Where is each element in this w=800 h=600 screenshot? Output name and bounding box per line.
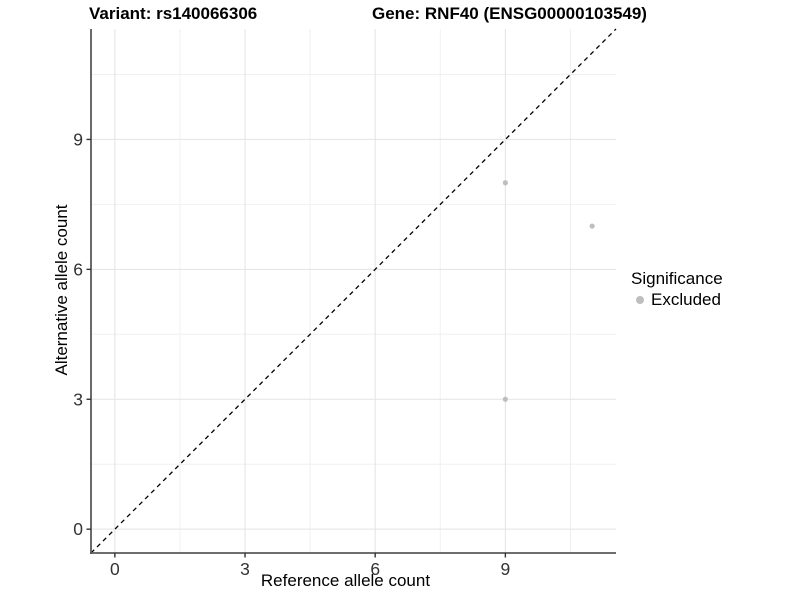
data-point bbox=[589, 223, 595, 229]
identity-dashed-line bbox=[90, 28, 617, 554]
x-tick-label: 0 bbox=[110, 559, 120, 579]
gene-title: Gene: RNF40 (ENSG00000103549) bbox=[372, 4, 647, 23]
legend-key-dot-icon bbox=[636, 296, 644, 304]
data-point bbox=[502, 396, 508, 402]
data-point bbox=[502, 180, 508, 186]
legend-item-label: Excluded bbox=[651, 290, 721, 309]
legend-title: Significance bbox=[631, 269, 723, 288]
y-tick-label: 9 bbox=[73, 129, 83, 149]
x-tick-label: 3 bbox=[240, 559, 250, 579]
x-tick-label: 9 bbox=[500, 559, 510, 579]
variant-title: Variant: rs140066306 bbox=[89, 4, 258, 23]
y-tick-label: 3 bbox=[73, 389, 83, 409]
x-tick-label: 6 bbox=[370, 559, 380, 579]
y-tick-label: 0 bbox=[73, 519, 83, 539]
y-axis-title: Alternative allele count bbox=[52, 204, 71, 376]
x-axis-title: Reference allele count bbox=[260, 571, 431, 590]
legend-item-excluded: Excluded bbox=[631, 290, 723, 310]
legend: Significance Excluded bbox=[631, 268, 723, 310]
y-tick-label: 6 bbox=[73, 259, 83, 279]
